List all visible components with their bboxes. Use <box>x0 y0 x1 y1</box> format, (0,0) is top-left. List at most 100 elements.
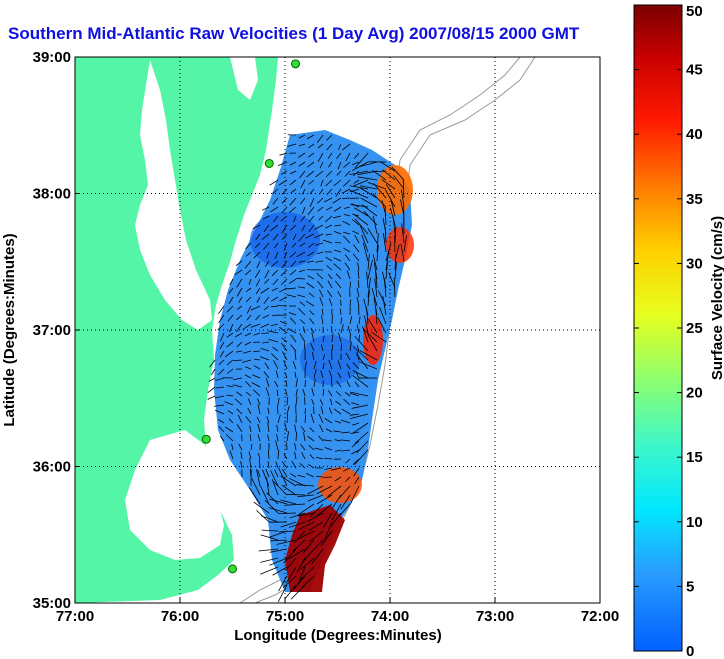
velocity-arrow <box>343 467 351 472</box>
velocity-arrow <box>290 344 297 352</box>
velocity-arrow <box>316 475 324 478</box>
velocity-arrow <box>342 197 351 199</box>
velocity-arrow <box>361 234 369 253</box>
velocity-arrow <box>226 394 234 397</box>
velocity-arrow <box>294 442 297 451</box>
velocity-arrow <box>307 275 315 280</box>
velocity-arrow <box>336 152 342 160</box>
velocity-arrow <box>289 269 297 276</box>
velocity-arrow <box>280 499 297 505</box>
velocity-arrow <box>311 332 315 343</box>
velocity-arrow <box>233 377 243 381</box>
velocity-arrow <box>276 433 279 442</box>
velocity-arrow <box>319 399 324 406</box>
velocity-arrow <box>248 487 261 505</box>
velocity-arrow <box>236 278 243 288</box>
velocity-arrow <box>272 278 279 286</box>
velocity-arrow <box>333 257 342 262</box>
velocity-arrow <box>260 356 270 361</box>
velocity-arrow <box>338 143 342 150</box>
velocity-arrow <box>289 179 297 186</box>
velocity-arrow <box>335 400 342 406</box>
velocity-arrow <box>279 296 288 302</box>
velocity-arrow <box>311 352 315 361</box>
velocity-arrow <box>266 251 270 259</box>
velocity-arrow <box>314 224 324 230</box>
velocity-arrow <box>310 343 315 352</box>
velocity-arrow <box>260 323 270 328</box>
velocity-arrow <box>274 469 279 478</box>
velocity-arrow <box>320 405 324 415</box>
velocity-arrow <box>307 251 315 257</box>
y-tick-label: 39:00 <box>33 49 71 66</box>
velocity-arrow <box>292 361 297 370</box>
velocity-arrow <box>352 370 369 379</box>
velocity-arrow <box>383 278 387 298</box>
velocity-arrow <box>263 305 270 311</box>
velocity-arrow <box>215 377 225 381</box>
velocity-arrow <box>296 277 306 280</box>
velocity-arrow <box>263 224 270 233</box>
velocity-arrow <box>344 206 351 209</box>
velocity-arrow <box>273 481 288 496</box>
velocity-arrow <box>225 434 234 442</box>
velocity-arrow <box>228 418 234 424</box>
velocity-arrow <box>245 416 252 424</box>
velocity-arrow <box>337 360 342 370</box>
velocity-arrow <box>340 494 351 510</box>
velocity-arrow <box>326 134 333 141</box>
grid-lines <box>75 57 600 603</box>
station-marker <box>201 434 211 444</box>
velocity-arrow <box>309 310 315 316</box>
velocity-arrow <box>228 296 234 305</box>
velocity-arrow <box>235 260 243 267</box>
velocity-arrow <box>263 296 270 304</box>
velocity-arrow <box>209 359 216 368</box>
velocity-arrow <box>229 278 234 286</box>
velocity-arrow <box>322 388 325 397</box>
velocity-arrow <box>278 512 297 515</box>
velocity-arrow <box>280 475 297 487</box>
velocity-arrow <box>306 282 315 289</box>
velocity-arrow <box>275 370 279 379</box>
velocity-arrow <box>319 424 324 433</box>
velocity-arrow <box>357 269 360 280</box>
velocity-arrow <box>281 461 288 469</box>
velocity-arrow <box>298 134 306 139</box>
velocity-arrow <box>355 371 360 379</box>
velocity-arrow <box>331 333 334 343</box>
velocity-arrow <box>332 197 342 204</box>
velocity-arrow <box>373 297 378 316</box>
velocity-arrow <box>286 414 288 424</box>
velocity-arrow <box>331 344 334 352</box>
colorbar-tick-label: 5 <box>686 578 694 595</box>
velocity-arrow <box>290 473 297 478</box>
velocity-arrow <box>343 231 351 235</box>
velocity-arrow <box>246 296 252 303</box>
velocity-arrow <box>255 314 261 321</box>
velocity-arrow <box>324 467 333 470</box>
velocity-arrow <box>271 260 279 268</box>
velocity-arrow <box>264 499 279 514</box>
velocity-arrow <box>318 435 324 442</box>
velocity-arrow <box>346 380 351 388</box>
velocity-arrow <box>270 323 279 327</box>
velocity-arrow <box>356 353 369 370</box>
velocity-arrow <box>262 206 270 211</box>
velocity-arrow <box>328 369 333 379</box>
velocity-arrow <box>324 418 333 424</box>
velocity-arrow <box>281 337 288 343</box>
velocity-arrow <box>307 485 324 495</box>
velocity-arrow <box>317 280 324 289</box>
velocity-arrow <box>290 317 297 325</box>
velocity-arrow <box>309 318 315 325</box>
velocity-arrow <box>316 251 324 255</box>
velocity-arrow <box>353 207 369 217</box>
velocity-arrow <box>306 170 315 178</box>
velocity-arrow <box>286 294 297 298</box>
velocity-arrow <box>331 377 333 388</box>
velocity-arrow <box>372 215 378 235</box>
velocity-arrow <box>294 424 297 433</box>
velocity-arrow <box>243 350 252 354</box>
velocity-arrow <box>290 334 297 343</box>
